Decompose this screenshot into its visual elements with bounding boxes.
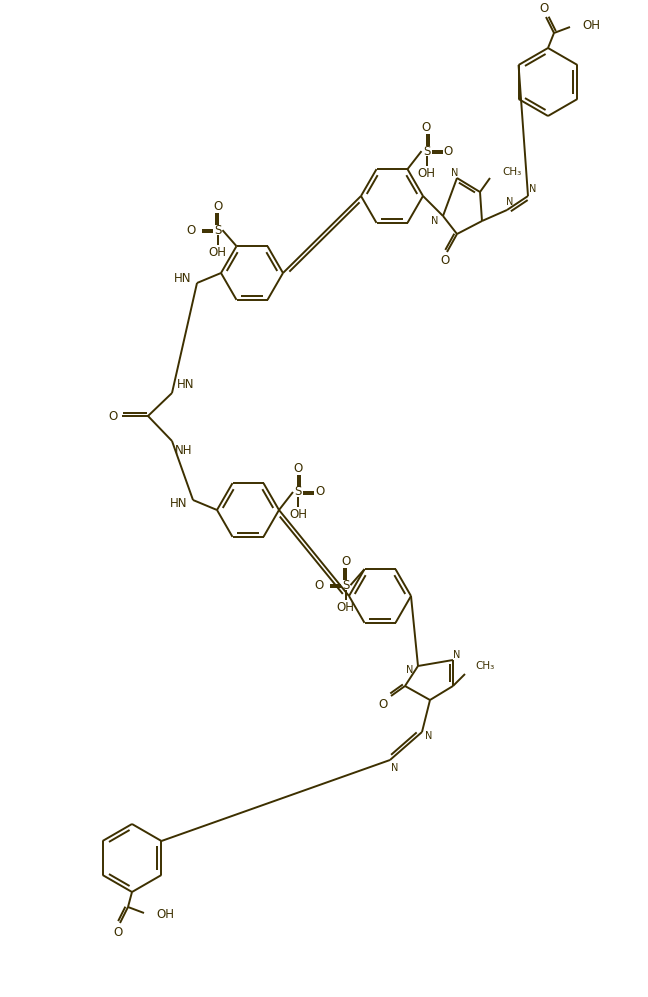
Text: OH: OH xyxy=(209,245,227,258)
Text: N: N xyxy=(454,650,461,660)
Text: S: S xyxy=(422,145,430,158)
Text: N: N xyxy=(425,731,433,741)
Text: O: O xyxy=(113,925,122,938)
Text: S: S xyxy=(341,578,349,591)
Text: HN: HN xyxy=(174,272,192,285)
Text: OH: OH xyxy=(417,166,435,179)
Text: OH: OH xyxy=(289,507,307,520)
Text: CH₃: CH₃ xyxy=(502,167,521,177)
Text: N: N xyxy=(451,168,459,178)
Text: O: O xyxy=(539,3,549,16)
Text: O: O xyxy=(294,462,303,475)
Text: O: O xyxy=(316,486,325,498)
Text: HN: HN xyxy=(178,379,195,392)
Text: OH: OH xyxy=(582,20,600,33)
Text: N: N xyxy=(432,216,439,226)
Text: O: O xyxy=(314,578,323,591)
Text: N: N xyxy=(391,763,399,773)
Text: S: S xyxy=(294,486,302,498)
Text: HN: HN xyxy=(170,498,188,510)
Text: OH: OH xyxy=(336,600,354,613)
Text: O: O xyxy=(422,121,431,134)
Text: N: N xyxy=(506,197,514,207)
Text: NH: NH xyxy=(175,444,192,457)
Text: N: N xyxy=(529,184,537,194)
Text: O: O xyxy=(341,554,350,567)
Text: O: O xyxy=(444,145,453,158)
Text: N: N xyxy=(406,665,413,675)
Text: O: O xyxy=(441,254,450,267)
Text: O: O xyxy=(213,199,222,212)
Text: OH: OH xyxy=(156,908,174,921)
Text: O: O xyxy=(108,410,118,423)
Text: CH₃: CH₃ xyxy=(475,661,494,671)
Text: S: S xyxy=(214,223,221,236)
Text: O: O xyxy=(186,223,196,236)
Text: O: O xyxy=(378,698,388,711)
